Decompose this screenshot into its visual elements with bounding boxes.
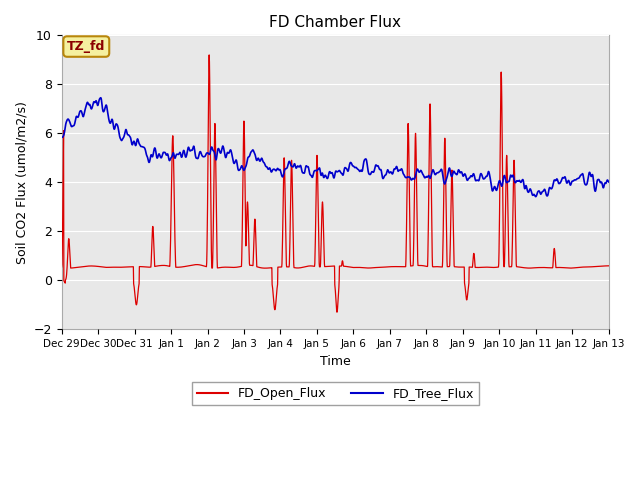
FD_Open_Flux bbox=[489, 264, 497, 270]
Line: FD_Tree_Flux: FD_Tree_Flux bbox=[61, 98, 609, 197]
FD_Tree_Flux bbox=[97, 95, 104, 101]
FD_Open_Flux bbox=[310, 263, 317, 269]
FD_Open_Flux bbox=[205, 52, 213, 58]
FD_Open_Flux bbox=[324, 264, 332, 269]
FD_Open_Flux bbox=[589, 264, 597, 270]
Text: TZ_fd: TZ_fd bbox=[67, 40, 106, 53]
FD_Tree_Flux bbox=[605, 179, 612, 185]
Title: FD Chamber Flux: FD Chamber Flux bbox=[269, 15, 401, 30]
FD_Tree_Flux bbox=[58, 134, 65, 140]
FD_Tree_Flux bbox=[310, 171, 317, 177]
X-axis label: Time: Time bbox=[320, 355, 351, 368]
FD_Tree_Flux bbox=[589, 175, 597, 180]
FD_Tree_Flux bbox=[532, 194, 540, 200]
FD_Tree_Flux bbox=[589, 177, 597, 183]
FD_Open_Flux bbox=[86, 263, 93, 269]
FD_Open_Flux bbox=[58, 264, 65, 270]
FD_Open_Flux bbox=[605, 263, 612, 269]
FD_Tree_Flux bbox=[86, 101, 93, 107]
FD_Open_Flux bbox=[589, 264, 597, 270]
FD_Tree_Flux bbox=[324, 175, 332, 180]
Line: FD_Open_Flux: FD_Open_Flux bbox=[61, 55, 609, 312]
Legend: FD_Open_Flux, FD_Tree_Flux: FD_Open_Flux, FD_Tree_Flux bbox=[191, 383, 479, 406]
FD_Tree_Flux bbox=[489, 188, 497, 194]
FD_Open_Flux bbox=[333, 309, 341, 315]
Y-axis label: Soil CO2 Flux (umol/m2/s): Soil CO2 Flux (umol/m2/s) bbox=[15, 101, 28, 264]
